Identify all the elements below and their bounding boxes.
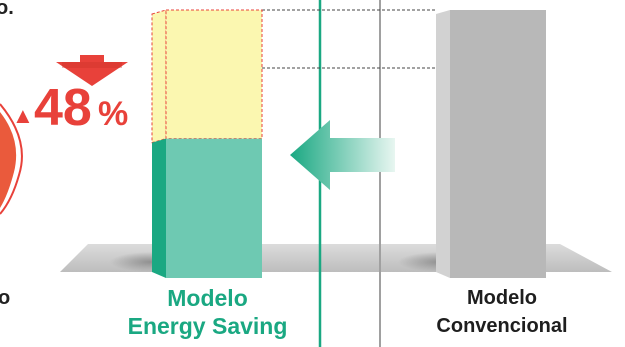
- reduction-sign: ▲: [12, 103, 34, 128]
- conventional-label-line1: Modelo: [467, 287, 537, 309]
- energy-saving-label-line2: Energy Saving: [127, 313, 288, 339]
- left-circle-fill: [0, 112, 17, 208]
- energy-saving-bar: [166, 138, 262, 278]
- left-circle-ring: [0, 103, 23, 215]
- left-arrow-icon: [290, 120, 395, 190]
- energy-saving-bar-side: [152, 138, 166, 278]
- conventional-bar: [450, 10, 546, 278]
- left-fragment-bottom-text: o: [0, 287, 10, 309]
- saved-portion-bar: [165, 9, 263, 140]
- bars-group: [151, 9, 546, 278]
- left-fragment-top-text: o.: [0, 0, 14, 19]
- conventional-label: Modelo Convencional: [392, 284, 612, 340]
- saved-portion-side: [151, 9, 167, 144]
- conventional-bar-side: [436, 10, 450, 278]
- down-arrow-icon: [56, 55, 128, 86]
- energy-saving-label-line1: Modelo: [167, 285, 248, 311]
- reduction-unit: %: [98, 95, 128, 133]
- reduction-value: 48: [34, 79, 92, 137]
- energy-saving-label: Modelo Energy Saving: [95, 284, 320, 340]
- conventional-label-line2: Convencional: [436, 315, 568, 337]
